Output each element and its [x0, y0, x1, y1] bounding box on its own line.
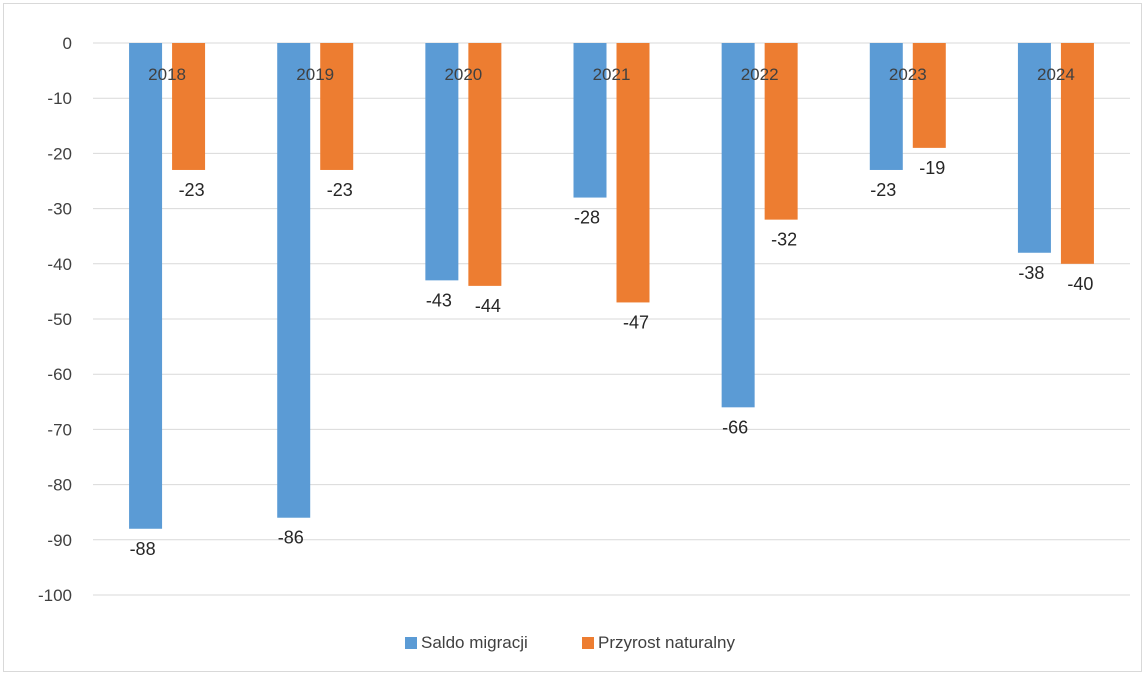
data-label: -66	[722, 417, 748, 437]
bar	[573, 43, 607, 198]
data-label: -88	[130, 539, 156, 559]
data-label: -38	[1018, 263, 1044, 283]
data-label: -86	[278, 528, 304, 548]
bar	[764, 43, 798, 220]
bar	[1060, 43, 1094, 264]
bar	[616, 43, 650, 303]
y-tick-label: -60	[47, 365, 72, 384]
legend-swatch	[582, 637, 594, 649]
x-tick-label: 2020	[444, 65, 482, 84]
y-tick-label: -80	[47, 476, 72, 495]
x-tick-label: 2023	[889, 65, 927, 84]
y-tick-label: -10	[47, 89, 72, 108]
bar	[468, 43, 502, 286]
bar	[172, 43, 206, 170]
bar	[721, 43, 755, 408]
x-tick-label: 2022	[741, 65, 779, 84]
data-label: -47	[623, 312, 649, 332]
bar	[869, 43, 903, 170]
y-tick-label: 0	[63, 34, 72, 53]
bar	[425, 43, 459, 281]
data-label: -40	[1067, 274, 1093, 294]
bar	[129, 43, 163, 529]
bar	[320, 43, 354, 170]
y-tick-label: -50	[47, 310, 72, 329]
legend-label: Saldo migracji	[421, 633, 528, 652]
legend-label: Przyrost naturalny	[598, 633, 735, 652]
y-tick-label: -20	[47, 144, 72, 163]
x-tick-label: 2024	[1037, 65, 1075, 84]
data-label: -28	[574, 208, 600, 228]
data-label: -32	[771, 230, 797, 250]
y-tick-label: -90	[47, 531, 72, 550]
x-tick-label: 2019	[296, 65, 334, 84]
data-label: -23	[327, 180, 353, 200]
data-label: -44	[475, 296, 501, 316]
y-tick-label: -40	[47, 255, 72, 274]
data-label: -23	[179, 180, 205, 200]
y-tick-label: -70	[47, 420, 72, 439]
data-label: -23	[870, 180, 896, 200]
data-label: -19	[919, 158, 945, 178]
x-tick-label: 2018	[148, 65, 186, 84]
y-tick-label: -30	[47, 200, 72, 219]
y-tick-label: -100	[38, 586, 72, 605]
bar	[1017, 43, 1051, 253]
data-label: -43	[426, 290, 452, 310]
x-tick-label: 2021	[593, 65, 631, 84]
legend-swatch	[405, 637, 417, 649]
bar	[912, 43, 946, 148]
bar	[277, 43, 311, 518]
